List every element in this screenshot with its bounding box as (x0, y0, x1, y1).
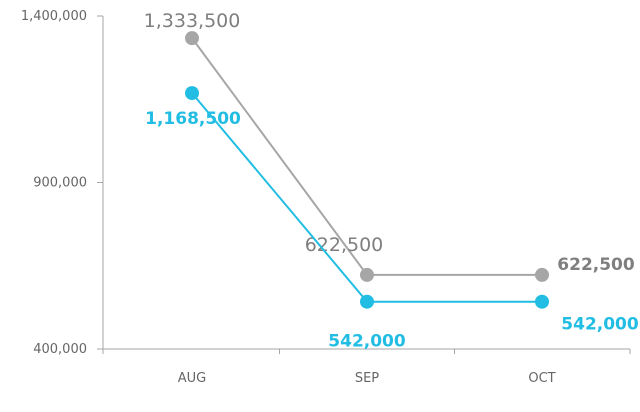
y-tick-label: 400,000 (33, 342, 87, 357)
data-label: 542,000 (328, 332, 406, 352)
y-tick-label: 1,400,000 (21, 9, 87, 24)
y-tick-label: 900,000 (33, 176, 87, 191)
data-point (535, 267, 549, 282)
series-1: 1,333,500 622,500 622,500 (144, 10, 635, 282)
data-point (360, 294, 374, 309)
series-2: 1,168,500 542,000 542,000 (145, 86, 639, 352)
data-label: 1,168,500 (145, 109, 241, 129)
data-point (185, 31, 199, 46)
x-axis-ticks: AUG SEP OCT (102, 349, 631, 386)
data-label: 622,500 (305, 234, 384, 256)
data-label: 542,000 (561, 315, 639, 335)
data-label: 1,333,500 (144, 10, 241, 32)
data-point (185, 86, 199, 101)
data-point (360, 267, 374, 282)
data-label: 622,500 (557, 255, 635, 275)
data-point (535, 294, 549, 309)
series-layer: 1,333,500 622,500 622,500 1,168,500 542,000 5… (144, 10, 639, 352)
x-tick-label: OCT (528, 371, 555, 386)
y-axis-ticks: 1,400,000 900,000 400,000 (21, 9, 103, 357)
x-tick-label: AUG (178, 371, 206, 386)
x-tick-label: SEP (355, 371, 379, 386)
